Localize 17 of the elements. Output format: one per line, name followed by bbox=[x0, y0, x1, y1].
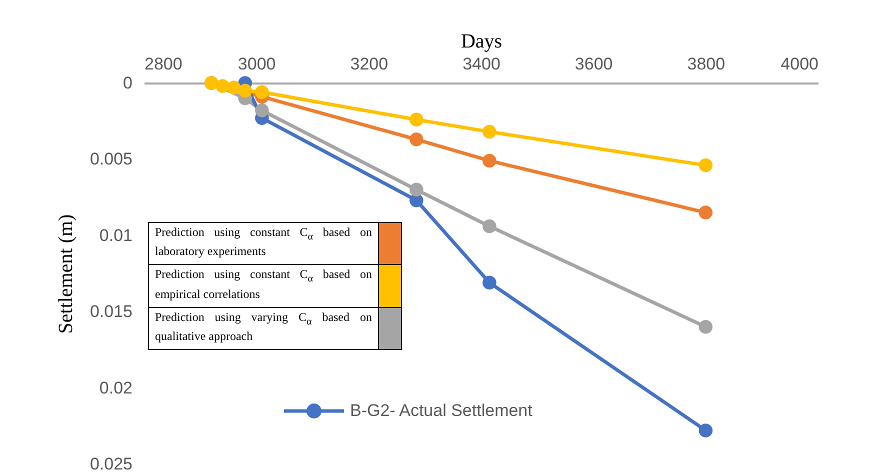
x-tick-label: 3400 bbox=[462, 54, 500, 74]
y-tick-label: 0.02 bbox=[99, 378, 132, 398]
x-axis-title: Days bbox=[460, 30, 502, 52]
x-tick-label: 2800 bbox=[144, 54, 182, 74]
x-tick-label: 3200 bbox=[350, 54, 388, 74]
y-axis-title: Settlement (m) bbox=[54, 214, 77, 334]
x-tick-label: 3600 bbox=[574, 54, 613, 74]
y-tick-label: 0.015 bbox=[90, 302, 132, 322]
x-tick-label: 3000 bbox=[238, 54, 276, 74]
y-tick-label: 0.01 bbox=[99, 226, 132, 245]
text: Prediction using varying C$_{α}$ based on qualitative approach bbox=[155, 310, 372, 344]
y-tick-label: 0.005 bbox=[90, 150, 132, 169]
x-tick-label: 4000 bbox=[780, 54, 818, 74]
y-tick-label: 0.025 bbox=[90, 454, 132, 474]
legend-label: B-G2- Actual Settlement bbox=[350, 400, 534, 422]
x-tick-label: 3800 bbox=[687, 54, 726, 74]
y-tick-label: 0 bbox=[123, 74, 132, 92]
